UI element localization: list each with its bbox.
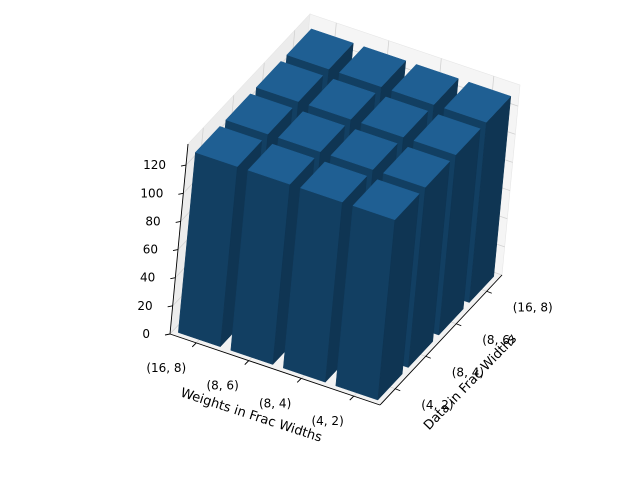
z-tick-label: 40 — [140, 271, 155, 285]
z-tick-label: 20 — [137, 299, 152, 313]
bar — [335, 179, 420, 401]
y-tick-label: (4, 2) — [421, 398, 453, 412]
y-tick — [425, 355, 431, 359]
y-tick — [456, 323, 462, 327]
x-tick-label: (8, 6) — [206, 379, 238, 393]
bar-top-face — [277, 111, 346, 153]
x-tick — [244, 360, 250, 365]
z-axis-line — [169, 143, 189, 335]
axes-lines — [164, 143, 503, 406]
y-tick-label: (8, 4) — [452, 365, 484, 379]
z-tick — [175, 220, 181, 223]
z-tick-label: 0 — [142, 327, 150, 341]
z-tick — [178, 192, 184, 195]
x-tick-label: (16, 8) — [146, 361, 186, 375]
bar-top-face — [391, 64, 459, 105]
y-tick-label: (8, 6) — [482, 333, 514, 347]
y-axis-line — [379, 274, 503, 406]
x-tick — [296, 378, 302, 383]
x-tick — [191, 342, 197, 348]
bar-top-face — [247, 143, 315, 185]
bar-top-face — [225, 93, 293, 135]
z-tick — [172, 249, 179, 251]
x-tick-label: (4, 2) — [311, 414, 343, 428]
bar-top-face — [382, 146, 451, 188]
y-tick-label: (16, 8) — [513, 300, 553, 314]
z-tick-label: 80 — [145, 214, 160, 228]
z-tick-label: 120 — [143, 158, 166, 172]
z-tick-label: 60 — [143, 243, 158, 257]
z-tick — [167, 305, 173, 308]
x-axis-label: Weights in Frac Widths — [178, 386, 323, 446]
z-tick-label: 100 — [140, 186, 163, 200]
bars-group — [178, 28, 512, 401]
bar-top-face — [330, 129, 398, 170]
x-tick — [349, 395, 355, 401]
x-tick-label: (8, 4) — [259, 396, 291, 410]
z-tick — [180, 164, 187, 167]
bar-top-face — [413, 114, 481, 156]
x-axis-line — [169, 333, 381, 406]
y-tick — [395, 388, 401, 392]
bar-top-face — [338, 46, 407, 88]
bar-top-face — [443, 81, 512, 123]
bar-top-face — [194, 126, 263, 167]
z-tick — [164, 333, 171, 336]
bar-top-face — [299, 161, 368, 203]
y-axis-label: Data in Frac Widths — [421, 332, 520, 434]
y-tick — [486, 290, 492, 294]
bar-top-face — [308, 78, 376, 120]
bar-top-face — [352, 179, 420, 221]
z-tick — [170, 277, 176, 280]
bar-top-face — [255, 61, 324, 102]
bar-top-face — [286, 28, 354, 70]
bar-top-face — [360, 96, 429, 138]
